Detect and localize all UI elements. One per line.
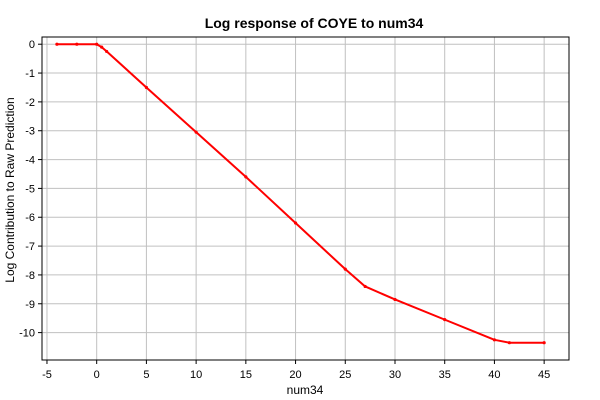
series-line — [56, 43, 545, 344]
data-point — [293, 221, 298, 225]
axis-ticks: -5 0 5 10 15 20 25 30 35 40 45 0 -1 -2 -3 -4 -5 -6 -7 -8 -9 -… — [19, 39, 550, 381]
y-tick-label: -6 — [25, 212, 35, 224]
x-tick-label: 5 — [143, 369, 149, 381]
y-tick-label: -4 — [25, 155, 35, 167]
data-point — [144, 85, 149, 90]
x-tick-label: 30 — [389, 369, 401, 381]
y-tick-label: -7 — [25, 241, 35, 253]
data-point — [100, 45, 104, 49]
data-point — [75, 42, 79, 46]
data-point — [105, 49, 109, 54]
x-tick-label: 0 — [94, 369, 100, 381]
chart-title: Log response of COYE to num34 — [205, 15, 424, 31]
x-tick-label: 10 — [190, 369, 202, 381]
data-point — [507, 341, 511, 345]
data-point — [244, 175, 248, 179]
y-tick-label: 0 — [29, 39, 35, 51]
x-tick-label: 35 — [439, 369, 451, 381]
x-tick-label: 40 — [488, 369, 500, 381]
x-tick-label: 25 — [339, 369, 351, 381]
data-point — [492, 338, 497, 342]
grid-lines — [42, 37, 569, 360]
data-point — [343, 267, 347, 271]
y-tick-label: -9 — [25, 299, 35, 311]
plot-frame — [41, 36, 570, 361]
data-point — [194, 130, 198, 134]
x-tick-label: 20 — [289, 369, 301, 381]
y-tick-label: -2 — [25, 97, 35, 109]
x-tick-label: 45 — [538, 369, 550, 381]
x-axis-label: num34 — [287, 383, 324, 397]
x-tick-label: -5 — [42, 369, 52, 381]
data-point — [55, 42, 59, 46]
y-tick-label: -1 — [25, 68, 35, 80]
y-tick-label: -8 — [25, 270, 35, 282]
y-tick-label: -3 — [25, 126, 35, 138]
y-axis-label: Log Contribution to Raw Prediction — [3, 97, 17, 282]
data-point — [363, 284, 367, 289]
y-tick-label: -5 — [25, 183, 35, 195]
data-point — [95, 42, 99, 46]
data-point — [443, 318, 447, 322]
data-point — [393, 297, 397, 302]
series-layer — [55, 42, 546, 345]
x-tick-label: 15 — [240, 369, 252, 381]
y-tick-label: -10 — [19, 328, 35, 340]
data-point — [542, 341, 546, 345]
